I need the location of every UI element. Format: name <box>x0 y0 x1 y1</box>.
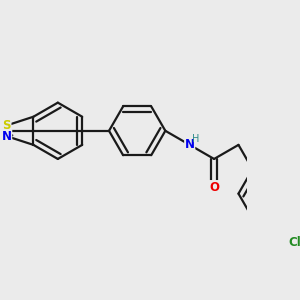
Text: N: N <box>185 138 195 152</box>
Text: S: S <box>2 119 11 132</box>
Text: Cl: Cl <box>288 236 300 249</box>
Text: O: O <box>209 181 219 194</box>
Text: N: N <box>2 130 12 143</box>
Text: H: H <box>192 134 199 144</box>
